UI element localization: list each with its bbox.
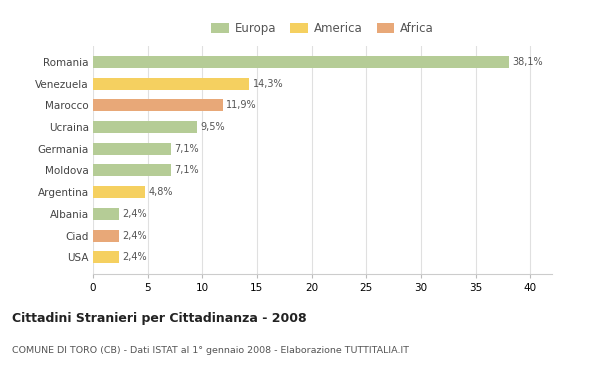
Text: 7,1%: 7,1% xyxy=(174,144,199,154)
Text: 11,9%: 11,9% xyxy=(226,100,257,110)
Text: 9,5%: 9,5% xyxy=(200,122,225,132)
Bar xyxy=(93,100,223,111)
Bar xyxy=(93,78,249,90)
Text: COMUNE DI TORO (CB) - Dati ISTAT al 1° gennaio 2008 - Elaborazione TUTTITALIA.IT: COMUNE DI TORO (CB) - Dati ISTAT al 1° g… xyxy=(12,346,409,355)
Text: 4,8%: 4,8% xyxy=(149,187,173,197)
Text: Cittadini Stranieri per Cittadinanza - 2008: Cittadini Stranieri per Cittadinanza - 2… xyxy=(12,312,307,325)
Text: 2,4%: 2,4% xyxy=(122,252,147,262)
Bar xyxy=(93,56,509,68)
Bar xyxy=(93,230,119,242)
Text: 38,1%: 38,1% xyxy=(512,57,543,67)
Bar xyxy=(93,251,119,263)
Bar xyxy=(93,143,170,155)
Bar xyxy=(93,208,119,220)
Text: 14,3%: 14,3% xyxy=(253,79,283,89)
Bar xyxy=(93,121,197,133)
Bar xyxy=(93,186,145,198)
Text: 2,4%: 2,4% xyxy=(122,231,147,241)
Text: 2,4%: 2,4% xyxy=(122,209,147,219)
Bar xyxy=(93,165,170,176)
Text: 7,1%: 7,1% xyxy=(174,165,199,176)
Legend: Europa, America, Africa: Europa, America, Africa xyxy=(211,22,434,35)
